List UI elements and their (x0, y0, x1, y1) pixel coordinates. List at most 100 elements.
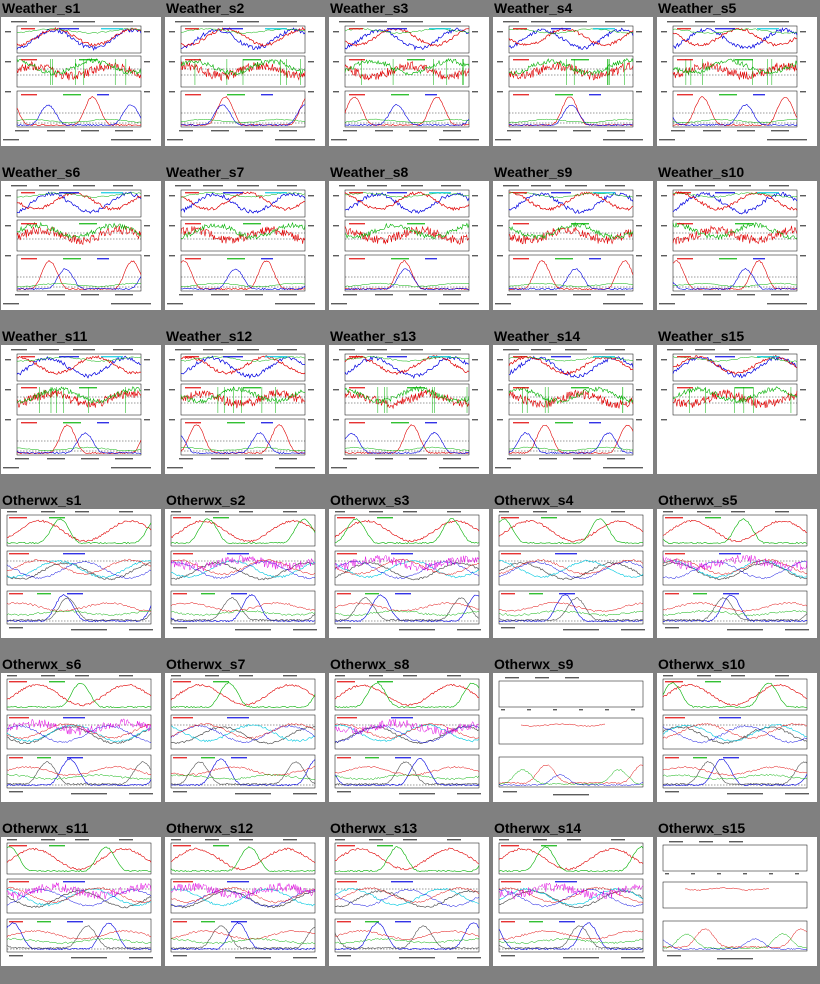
plot-image (167, 349, 315, 469)
series-blue (180, 432, 306, 455)
plot-image (167, 185, 315, 305)
series-gray (334, 889, 480, 908)
tiny-label (63, 881, 85, 883)
plot-thumbnail[interactable] (493, 673, 653, 802)
plot-thumbnail[interactable] (1, 181, 161, 310)
tiny-label (375, 294, 393, 296)
tiny-label (237, 349, 259, 351)
panel-middle (6, 550, 152, 586)
series-red (334, 765, 480, 777)
tiny-label (5, 195, 11, 197)
series-green (6, 683, 152, 709)
plot-thumbnail[interactable] (493, 181, 653, 310)
plot-thumbnail[interactable] (493, 17, 653, 146)
tiny-label (9, 955, 23, 957)
panel-temperature (344, 25, 470, 54)
series-green (16, 57, 142, 76)
tiny-label (5, 91, 11, 93)
tiny-label (767, 303, 807, 305)
panel-middle (6, 714, 152, 750)
panel-top (498, 514, 644, 547)
tiny-label (472, 255, 478, 257)
series-cyan (6, 724, 152, 743)
panel-humidity (16, 418, 142, 456)
plot-thumbnail[interactable] (1, 17, 161, 146)
thumbnail-cell: Otherwx_s11 (0, 820, 162, 982)
panel-temperature (344, 189, 470, 218)
plot-thumbnail[interactable] (493, 837, 653, 966)
panel-humidity (344, 90, 470, 128)
plot-thumbnail[interactable] (493, 345, 653, 474)
plot-thumbnail[interactable] (329, 837, 489, 966)
plot-thumbnail[interactable] (657, 509, 817, 638)
tiny-label (735, 59, 753, 61)
tiny-label (800, 389, 806, 391)
tiny-label (331, 139, 347, 141)
thumbnail-title: Otherwx_s4 (494, 492, 574, 508)
plot-thumbnail[interactable] (165, 17, 325, 146)
plot-thumbnail[interactable] (329, 673, 489, 802)
tiny-label (293, 793, 317, 795)
plot-thumbnail[interactable] (165, 673, 325, 802)
tiny-label (115, 458, 133, 460)
tiny-label (71, 793, 107, 795)
panel-top (170, 514, 316, 547)
tiny-label (113, 21, 133, 23)
plot-thumbnail[interactable] (329, 345, 489, 474)
tiny-label (237, 185, 259, 187)
plot-thumbnail[interactable] (165, 509, 325, 638)
plot-thumbnail[interactable] (165, 181, 325, 310)
series-red (170, 519, 316, 543)
series-red (6, 929, 152, 940)
plot-thumbnail[interactable] (657, 837, 817, 966)
tiny-label (335, 675, 345, 677)
plot-thumbnail[interactable] (329, 17, 489, 146)
plot-thumbnail[interactable] (657, 345, 817, 474)
plot-thumbnail[interactable] (1, 345, 161, 474)
tiny-label (769, 873, 773, 875)
plot-thumbnail[interactable] (165, 837, 325, 966)
tiny-label (507, 294, 521, 296)
panel-temperature (180, 25, 306, 54)
tiny-label (73, 185, 95, 187)
tiny-label (173, 517, 191, 519)
panel-wind (344, 55, 470, 88)
panel-top (170, 678, 316, 711)
thumbnail-title: Weather_s8 (330, 164, 409, 180)
thumbnail-title: Otherwx_s9 (494, 656, 574, 672)
tiny-label (403, 511, 417, 513)
plot-thumbnail[interactable] (329, 509, 489, 638)
tiny-label (15, 130, 29, 132)
series-blue (6, 561, 152, 580)
panel-middle (170, 550, 316, 586)
tiny-label (661, 91, 667, 93)
plot-thumbnail[interactable] (657, 673, 817, 802)
plot-thumbnail[interactable] (1, 837, 161, 966)
panel-humidity (16, 90, 142, 128)
tiny-label (395, 921, 411, 923)
tiny-label (73, 21, 95, 23)
tiny-label (769, 185, 789, 187)
tiny-label (677, 223, 693, 225)
panel-temperature (16, 25, 142, 54)
plot-thumbnail[interactable] (657, 181, 817, 310)
tiny-label (167, 139, 183, 141)
plot-image (167, 21, 315, 141)
series-blue (672, 27, 798, 50)
series-green (16, 221, 142, 239)
tiny-label (693, 757, 707, 759)
plot-thumbnail[interactable] (657, 17, 817, 146)
plot-thumbnail[interactable] (165, 345, 325, 474)
plot-thumbnail[interactable] (329, 181, 489, 310)
tiny-label (573, 130, 591, 132)
plot-image (170, 839, 317, 959)
plot-thumbnail[interactable] (1, 673, 161, 802)
series-green (16, 192, 142, 198)
series-green (16, 28, 142, 34)
series-red (16, 27, 142, 47)
plot-thumbnail[interactable] (1, 509, 161, 638)
plot-thumbnail[interactable] (493, 509, 653, 638)
tiny-label (671, 130, 685, 132)
tiny-label (337, 757, 351, 759)
tiny-label (173, 881, 193, 883)
